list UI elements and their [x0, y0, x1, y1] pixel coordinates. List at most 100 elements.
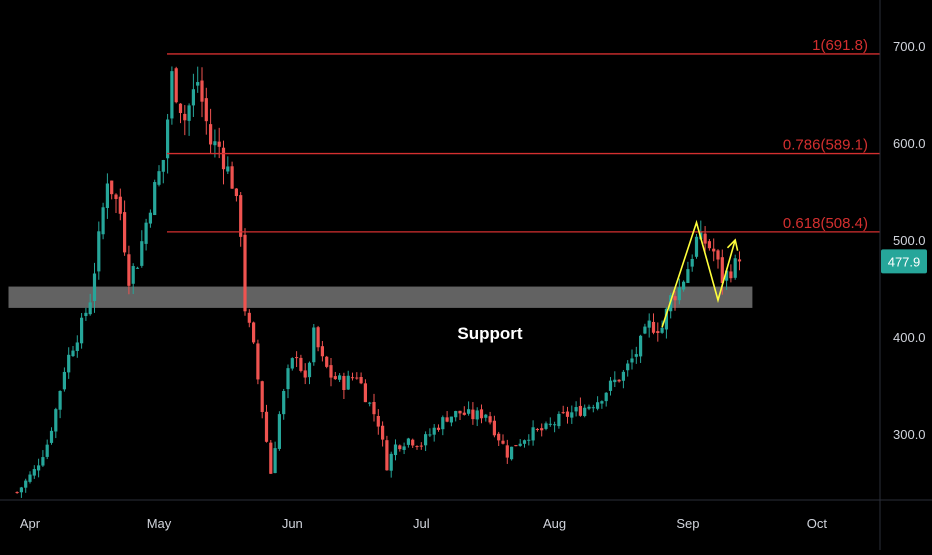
- candle-body: [553, 424, 557, 426]
- candle-body: [75, 342, 79, 351]
- candle-body: [729, 271, 733, 279]
- candle-body: [325, 356, 329, 367]
- candle-body: [15, 492, 19, 494]
- candle-body: [497, 433, 501, 441]
- candle-body: [402, 446, 406, 450]
- candle-body: [415, 446, 419, 448]
- candle-body: [105, 183, 109, 208]
- candle-body: [247, 312, 251, 323]
- candle-body: [118, 196, 122, 214]
- fib-label-0.618: 0.618(508.4): [783, 215, 868, 232]
- candle-body: [406, 438, 410, 445]
- candle-body: [166, 119, 170, 159]
- candle-body: [368, 402, 372, 404]
- candle-body: [84, 312, 88, 317]
- candle-body: [703, 233, 707, 244]
- candle-body: [565, 411, 570, 417]
- candle-body: [432, 427, 436, 435]
- candle-body: [286, 368, 290, 390]
- candle-body: [221, 147, 226, 170]
- candle-body: [707, 241, 711, 249]
- candle-body: [389, 453, 393, 471]
- candle-body: [110, 180, 114, 195]
- candle-body: [252, 322, 256, 343]
- candle-body: [621, 371, 625, 381]
- candles-layer: [15, 66, 742, 498]
- candle-body: [131, 266, 135, 284]
- candle-body: [656, 331, 660, 334]
- candle-body: [398, 445, 402, 450]
- candle-body: [135, 267, 140, 269]
- candle-body: [527, 439, 531, 441]
- candle-body: [617, 379, 621, 382]
- candle-body: [643, 326, 647, 334]
- candle-body: [178, 103, 183, 114]
- candle-body: [260, 381, 264, 412]
- candle-body: [720, 257, 724, 284]
- support-zone-rect: [8, 286, 753, 308]
- candle-body: [626, 363, 630, 371]
- candle-body: [591, 407, 595, 409]
- candle-body: [385, 440, 389, 471]
- candle-body: [376, 415, 380, 427]
- candle-body: [217, 141, 221, 147]
- candle-body: [694, 236, 699, 257]
- candle-body: [196, 82, 200, 86]
- candle-body: [535, 428, 539, 430]
- y-tick-label: 600.0: [893, 136, 926, 151]
- candle-body: [290, 358, 294, 369]
- fib-label-0.786: 0.786(589.1): [783, 137, 868, 154]
- support-label: Support: [457, 324, 522, 343]
- candle-body: [316, 327, 320, 348]
- candle-body: [307, 362, 312, 378]
- candle-body: [200, 80, 204, 102]
- candle-body: [187, 105, 191, 121]
- candle-body: [153, 182, 157, 216]
- candle-body: [209, 124, 213, 145]
- candle-body: [484, 414, 488, 418]
- candle-body: [24, 480, 28, 488]
- candle-body: [264, 411, 269, 442]
- pattern-layer: [661, 219, 739, 328]
- x-tick-label: Jul: [413, 516, 430, 531]
- candle-body: [467, 409, 471, 414]
- candle-body: [295, 357, 299, 359]
- candle-body: [501, 440, 505, 444]
- candle-body: [71, 350, 75, 357]
- candle-body: [213, 141, 217, 146]
- candle-body: [243, 234, 247, 312]
- candle-body: [363, 383, 367, 403]
- candle-body: [570, 412, 574, 418]
- candle-body: [664, 308, 668, 330]
- candle-body: [639, 335, 643, 357]
- candle-body: [277, 414, 281, 449]
- candle-body: [54, 409, 58, 432]
- last-price-badge: [881, 249, 927, 274]
- candle-body: [234, 188, 238, 197]
- candle-body: [282, 391, 286, 415]
- candle-body: [419, 445, 423, 447]
- candle-body: [226, 166, 230, 172]
- candle-body: [355, 377, 359, 379]
- candle-body: [320, 346, 324, 357]
- candle-body: [712, 248, 716, 252]
- candle-body: [471, 409, 475, 420]
- candle-body: [239, 195, 243, 237]
- y-tick-label: 700.0: [893, 39, 926, 54]
- candle-body: [436, 427, 441, 430]
- x-tick-label: May: [147, 516, 172, 531]
- candle-body: [140, 241, 144, 266]
- candle-body: [630, 358, 634, 363]
- y-tick-label: 300.0: [893, 427, 926, 442]
- candle-body: [458, 410, 462, 414]
- candle-body: [37, 465, 41, 471]
- x-tick-label: Sep: [676, 516, 699, 531]
- candle-body: [608, 380, 613, 391]
- x-tick-label: Oct: [807, 516, 828, 531]
- candle-body: [445, 417, 449, 422]
- candle-body: [338, 375, 342, 380]
- candle-body: [544, 423, 548, 429]
